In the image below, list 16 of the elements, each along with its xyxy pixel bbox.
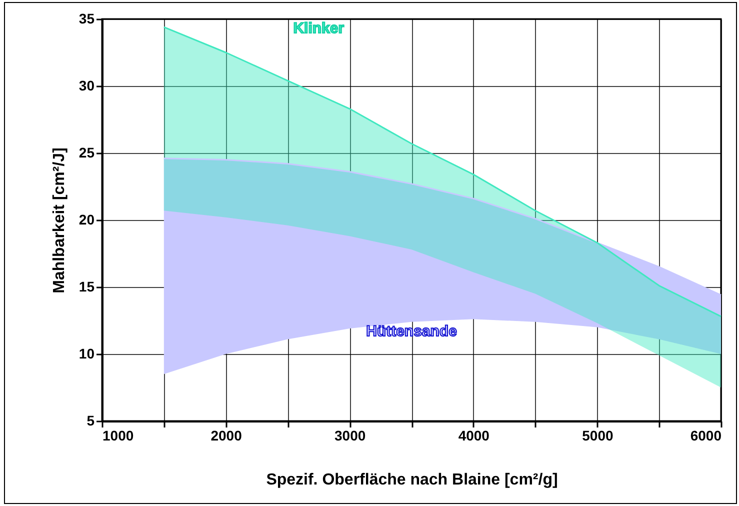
x-tick-label: 2000 xyxy=(210,428,242,444)
y-axis-title: Mahlbarkeit [cm²/J] xyxy=(50,148,68,294)
x-tick-label: 3000 xyxy=(334,428,366,444)
x-tick-label: 5000 xyxy=(582,428,614,444)
text: Klinker xyxy=(293,20,344,38)
x-tick-label: 4000 xyxy=(458,428,490,444)
y-tick-label: 20 xyxy=(78,212,95,228)
y-tick-label: 30 xyxy=(78,78,95,94)
x-tick-label: 6000 xyxy=(690,428,722,444)
y-tick-label: 15 xyxy=(78,278,95,294)
y-tick-label: 10 xyxy=(78,346,95,362)
x-axis-title: Spezif. Oberfläche nach Blaine [cm²/g] xyxy=(266,472,558,488)
y-tick-label: 5 xyxy=(86,412,95,428)
y-tick-label: 25 xyxy=(78,144,95,160)
y-tick-label: 35 xyxy=(78,10,95,26)
x-tick-label: 1000 xyxy=(102,428,134,444)
